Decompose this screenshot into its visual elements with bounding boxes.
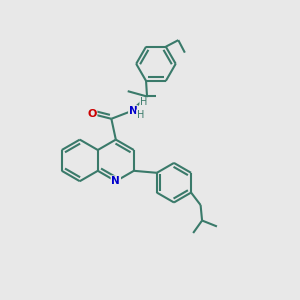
Text: N: N	[129, 106, 137, 116]
Text: H: H	[136, 110, 144, 120]
Text: H: H	[140, 98, 147, 107]
Text: O: O	[87, 109, 97, 119]
Text: N: N	[111, 176, 120, 186]
